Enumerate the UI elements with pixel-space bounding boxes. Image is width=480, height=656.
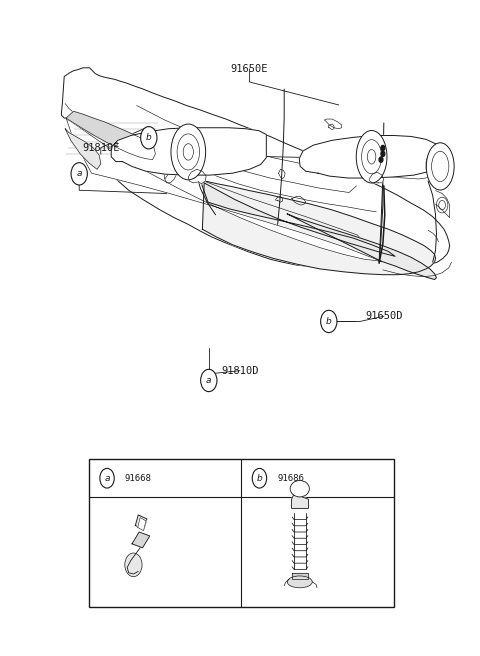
Polygon shape <box>299 136 443 178</box>
Circle shape <box>100 468 114 488</box>
Polygon shape <box>61 68 450 270</box>
Polygon shape <box>201 181 395 256</box>
Circle shape <box>252 468 267 488</box>
Polygon shape <box>135 515 147 529</box>
Circle shape <box>381 152 385 157</box>
Circle shape <box>141 127 157 149</box>
Text: 91650D: 91650D <box>365 311 403 321</box>
Polygon shape <box>66 112 156 159</box>
Text: 91810E: 91810E <box>82 142 120 153</box>
Ellipse shape <box>426 143 454 190</box>
Polygon shape <box>66 118 381 261</box>
Text: a: a <box>206 376 212 385</box>
Circle shape <box>321 310 337 333</box>
Circle shape <box>381 146 385 151</box>
Polygon shape <box>188 169 206 184</box>
Ellipse shape <box>287 576 312 588</box>
Polygon shape <box>291 494 308 508</box>
Circle shape <box>201 369 217 392</box>
Text: 91810D: 91810D <box>221 365 259 376</box>
Polygon shape <box>65 129 101 169</box>
Polygon shape <box>426 154 445 179</box>
Text: b: b <box>146 133 152 142</box>
Ellipse shape <box>356 131 387 183</box>
Bar <box>89 459 394 607</box>
Circle shape <box>379 157 383 162</box>
Text: a: a <box>104 474 110 483</box>
Polygon shape <box>370 173 384 183</box>
Circle shape <box>125 553 142 577</box>
Text: b: b <box>326 317 332 326</box>
Text: 91686: 91686 <box>277 474 304 483</box>
Text: a: a <box>76 169 82 178</box>
Circle shape <box>71 163 87 185</box>
Text: 91650E: 91650E <box>231 64 268 74</box>
Ellipse shape <box>171 124 205 180</box>
Text: 91668: 91668 <box>125 474 152 483</box>
Polygon shape <box>291 573 308 579</box>
Text: b: b <box>257 474 262 483</box>
Ellipse shape <box>290 480 310 497</box>
Polygon shape <box>111 128 266 175</box>
Polygon shape <box>203 181 435 275</box>
Polygon shape <box>132 532 150 548</box>
Text: ⊙: ⊙ <box>114 142 118 147</box>
Polygon shape <box>138 518 146 531</box>
Polygon shape <box>287 214 436 279</box>
